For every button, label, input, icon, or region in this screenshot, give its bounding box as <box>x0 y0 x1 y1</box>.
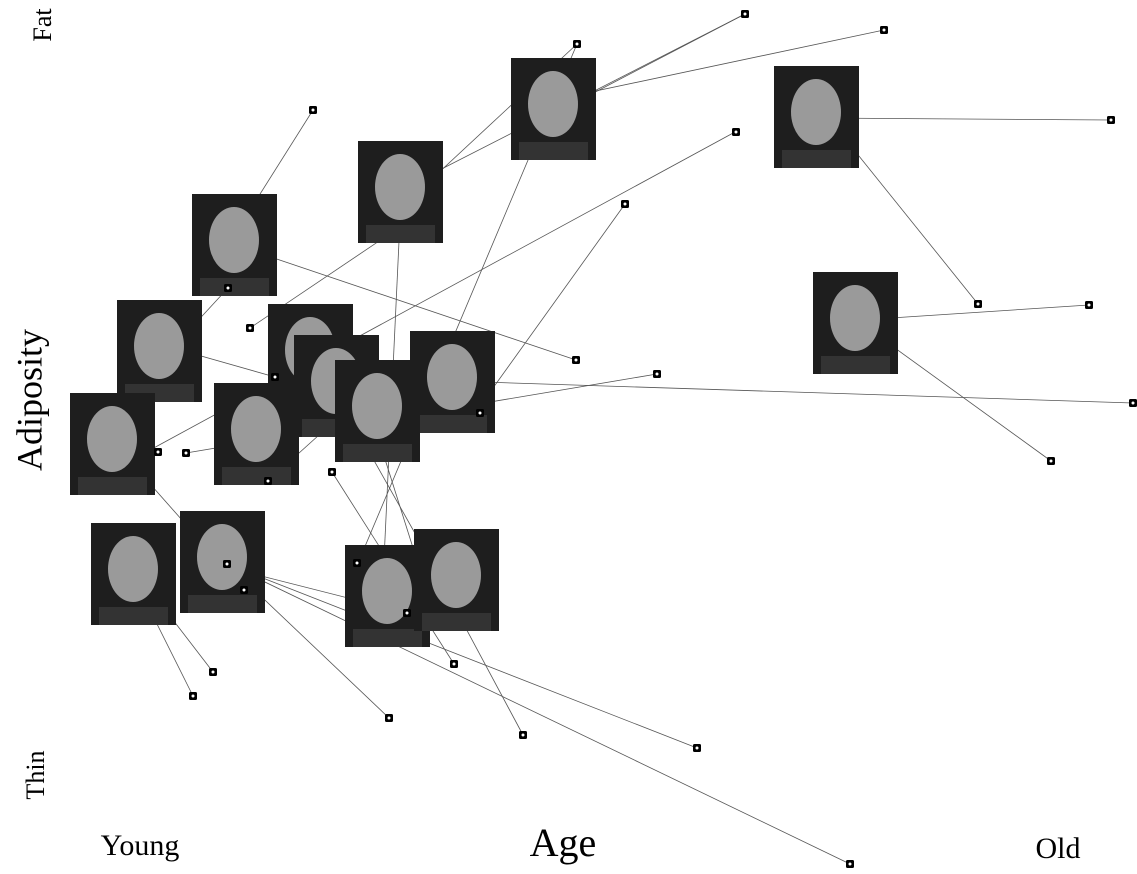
face-head <box>791 79 841 145</box>
point-dot <box>273 375 277 379</box>
point-dot <box>1049 459 1053 463</box>
point-dot <box>330 470 334 474</box>
face-shoulders <box>519 142 588 160</box>
point-dot <box>734 130 738 134</box>
face-head <box>830 285 880 351</box>
point-dot <box>405 611 409 615</box>
point-dot <box>521 733 525 737</box>
point-dot <box>184 451 188 455</box>
points <box>154 10 1137 868</box>
point-dot <box>575 42 579 46</box>
connector <box>249 109 314 211</box>
face-head <box>134 313 184 379</box>
point-dot <box>1087 303 1091 307</box>
face-head <box>375 154 425 220</box>
face-shoulders <box>366 225 435 243</box>
connector <box>469 203 626 421</box>
point-dot <box>248 326 252 330</box>
face-shoulders <box>99 607 168 625</box>
y-axis-label: Adiposity <box>9 329 49 471</box>
connector <box>249 249 577 361</box>
point-dot <box>266 479 270 483</box>
face-shoulders <box>821 356 890 374</box>
x-axis-label: Age <box>530 820 597 865</box>
point-dot <box>452 662 456 666</box>
point-dot <box>226 286 230 290</box>
point-dot <box>655 372 659 376</box>
point-dot <box>848 862 852 866</box>
point-dot <box>1131 401 1135 405</box>
face-shoulders <box>188 595 257 613</box>
y-low-label: Thin <box>21 750 50 799</box>
point-dot <box>574 358 578 362</box>
point-dot <box>882 28 886 32</box>
point-dot <box>311 108 315 112</box>
face-head <box>352 373 402 439</box>
point-dot <box>695 746 699 750</box>
face-shoulders <box>222 467 291 485</box>
face-head <box>431 542 481 608</box>
face-shoulders <box>782 150 851 168</box>
face-head <box>427 344 477 410</box>
connector <box>819 117 1112 121</box>
face-head <box>528 71 578 137</box>
x-high-label: Old <box>1036 832 1081 865</box>
face-images <box>70 58 898 647</box>
face-shoulders <box>353 629 422 647</box>
face-head <box>362 558 412 624</box>
face-head <box>209 207 259 273</box>
point-dot <box>211 670 215 674</box>
connector <box>226 563 698 749</box>
connector <box>869 329 1052 462</box>
point-dot <box>156 450 160 454</box>
point-dot <box>242 588 246 592</box>
x-low-label: Young <box>101 829 180 862</box>
face-head <box>108 536 158 602</box>
face-head <box>87 406 137 472</box>
face-shoulders <box>78 477 147 495</box>
point-dot <box>191 694 195 698</box>
connector <box>419 379 1134 404</box>
point-dot <box>1109 118 1113 122</box>
connector <box>239 569 851 865</box>
face-head <box>231 396 281 462</box>
face-shoulders <box>343 444 412 462</box>
face-shoulders <box>418 415 487 433</box>
point-dot <box>355 561 359 565</box>
face-head <box>197 524 247 590</box>
point-dot <box>743 12 747 16</box>
face-shoulders <box>200 278 269 296</box>
point-dot <box>478 411 482 415</box>
point-dot <box>623 202 627 206</box>
connector <box>552 29 885 101</box>
connector <box>859 304 1090 321</box>
point-dot <box>387 716 391 720</box>
face-shoulders <box>422 613 491 631</box>
point-dot <box>225 562 229 566</box>
point-dot <box>976 302 980 306</box>
y-high-label: Fat <box>28 8 57 42</box>
